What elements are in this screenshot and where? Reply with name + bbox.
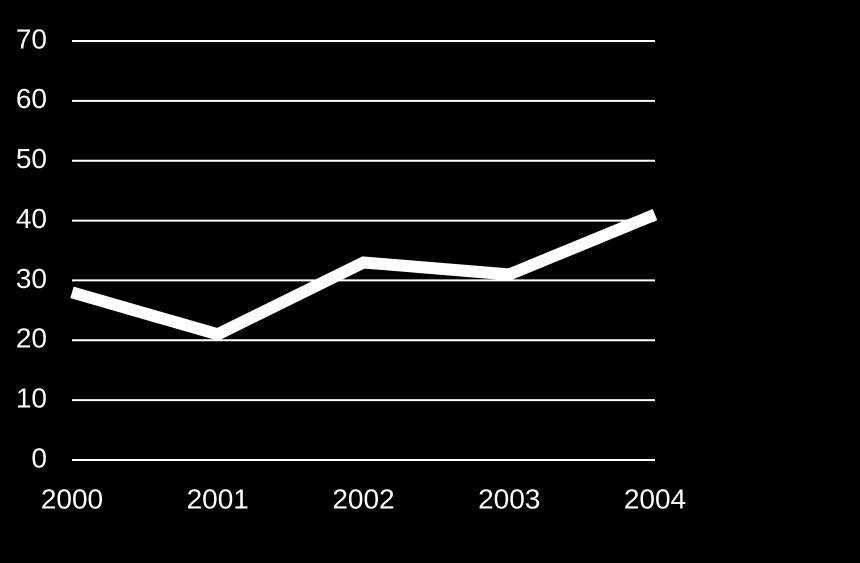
y-tick-label: 70 bbox=[16, 23, 47, 54]
data-line bbox=[70, 209, 658, 341]
y-tick-label: 20 bbox=[16, 323, 47, 354]
x-tick-label: 2003 bbox=[478, 483, 540, 514]
x-tick-label: 2002 bbox=[332, 483, 394, 514]
y-tick-label: 10 bbox=[16, 383, 47, 414]
y-tick-label: 0 bbox=[31, 442, 47, 473]
x-tick-label: 2000 bbox=[41, 483, 103, 514]
x-tick-label: 2001 bbox=[187, 483, 249, 514]
x-tick-label: 2004 bbox=[624, 483, 686, 514]
y-tick-label: 60 bbox=[16, 83, 47, 114]
y-tick-label: 40 bbox=[16, 203, 47, 234]
y-tick-label: 30 bbox=[16, 263, 47, 294]
y-tick-label: 50 bbox=[16, 143, 47, 174]
